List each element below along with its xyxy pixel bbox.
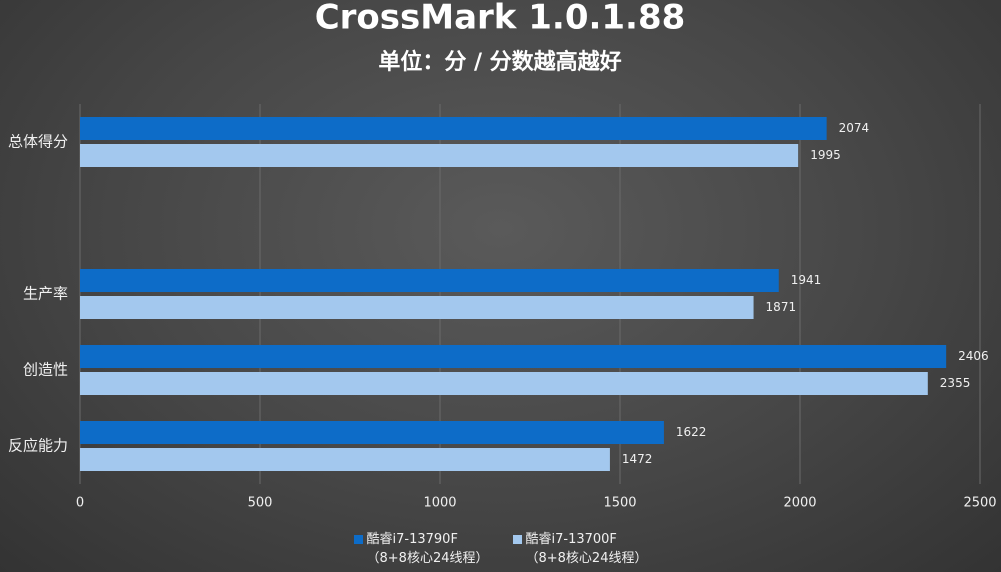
legend-label: 酷睿i7-13790F （8+8核心24线程） xyxy=(366,532,489,566)
bar xyxy=(80,144,799,167)
chart-title: CrossMark 1.0.1.88 xyxy=(315,0,686,38)
bar xyxy=(80,296,754,319)
bar xyxy=(80,345,947,368)
legend-item: 酷睿i7-13790F （8+8核心24线程） xyxy=(353,530,489,568)
value-label: 2406 xyxy=(958,349,989,363)
value-label: 1871 xyxy=(766,300,797,314)
chart-subtitle: 单位：分 / 分数越高越好 xyxy=(378,49,621,75)
x-tick-label: 0 xyxy=(76,496,84,511)
y-tick-label: 创造性 xyxy=(23,361,68,379)
value-label: 2355 xyxy=(940,376,971,390)
bar xyxy=(80,448,610,471)
y-tick-label: 反应能力 xyxy=(8,437,68,455)
legend-swatch xyxy=(353,535,363,544)
bar xyxy=(80,421,664,444)
x-tick-label: 500 xyxy=(248,496,273,511)
x-tick-label: 1000 xyxy=(423,496,456,511)
bar xyxy=(80,372,928,395)
x-tick-label: 2000 xyxy=(783,496,816,511)
x-tick-label: 1500 xyxy=(603,496,636,511)
legend-item: 酷睿i7-13700F （8+8核心24线程） xyxy=(512,530,648,568)
y-tick-label: 生产率 xyxy=(23,285,68,303)
value-label: 2074 xyxy=(839,121,870,135)
legend-label: 酷睿i7-13700F （8+8核心24线程） xyxy=(525,532,648,566)
x-tick-label: 2500 xyxy=(963,496,996,511)
value-label: 1995 xyxy=(810,148,841,162)
legend-swatch xyxy=(512,535,522,544)
bar xyxy=(80,117,827,140)
y-tick-label: 总体得分 xyxy=(8,133,68,151)
value-label: 1472 xyxy=(622,452,653,466)
value-label: 1941 xyxy=(791,273,822,287)
legend: 酷睿i7-13790F （8+8核心24线程） 酷睿i7-13700F （8+8核… xyxy=(0,530,1001,568)
value-label: 1622 xyxy=(676,425,707,439)
bar xyxy=(80,269,779,292)
